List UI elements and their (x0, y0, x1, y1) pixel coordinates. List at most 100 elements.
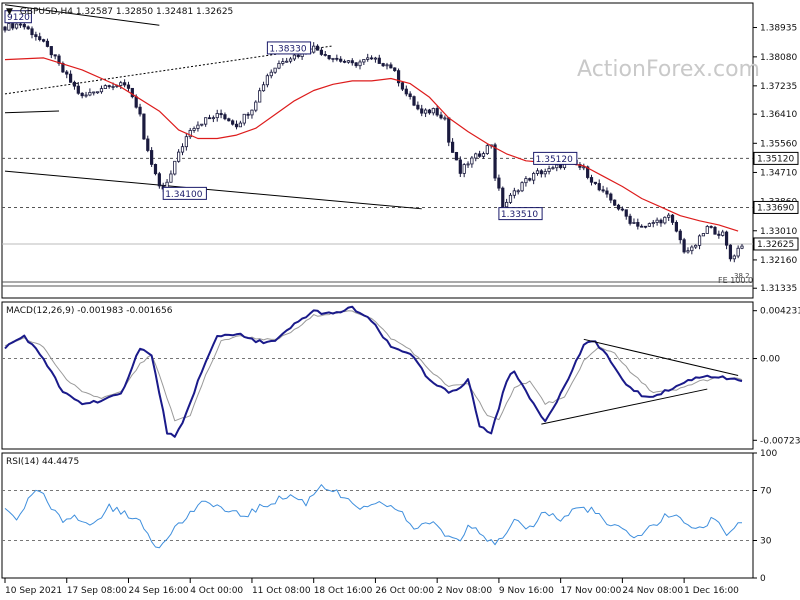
candle-body (204, 117, 208, 125)
candle-body (555, 164, 559, 169)
candle (173, 160, 177, 176)
candle (319, 47, 324, 56)
candle (107, 84, 111, 89)
candle (547, 165, 551, 175)
annotation-box (533, 151, 578, 165)
candle-body (138, 106, 142, 115)
candle-body (111, 85, 115, 88)
candle-body (45, 40, 50, 47)
candle (68, 70, 73, 83)
candle-body (238, 122, 242, 128)
candle-body (601, 189, 605, 192)
candle (485, 143, 489, 155)
candle-body (439, 114, 443, 119)
candle-body (169, 173, 173, 183)
candle (339, 56, 343, 63)
candle-body (107, 85, 111, 88)
candle (670, 213, 675, 225)
candle-body (26, 26, 30, 30)
candle (242, 113, 246, 126)
rsi-y-tick-label: 100 (760, 449, 777, 459)
candle (34, 31, 38, 41)
candle-body (123, 82, 127, 86)
candle-body (543, 171, 547, 175)
candle-body (76, 85, 80, 94)
rsi-panel-frame (1, 452, 754, 579)
candle-body (92, 91, 96, 94)
candle-body (659, 219, 663, 224)
candle (690, 245, 694, 255)
annotation-box (498, 207, 543, 221)
candle (605, 187, 609, 198)
candle-body (177, 151, 181, 162)
x-tick-label: 1 Dec 16:00 (684, 586, 739, 596)
candle-body (501, 187, 505, 208)
candle (655, 217, 659, 226)
candle-body (728, 244, 733, 260)
candle (57, 53, 61, 66)
candle (532, 171, 536, 185)
candle-body (396, 70, 401, 84)
candle-body (420, 108, 424, 114)
candle (184, 132, 188, 151)
ma-line (4, 57, 739, 232)
candle (381, 62, 385, 67)
candle-body (219, 113, 223, 116)
candle-body (192, 128, 196, 131)
candle-body (404, 88, 408, 95)
candle-body (331, 57, 335, 60)
candle (524, 176, 528, 187)
candle-body (582, 166, 586, 169)
rsi-y-tick-label: 30 (760, 537, 772, 547)
candle (400, 81, 405, 91)
candle-body (134, 96, 138, 108)
candle-body (99, 88, 104, 93)
candle-body (242, 113, 246, 124)
candle (721, 229, 725, 237)
candle-body (686, 250, 690, 253)
price-panel: ActionForex.com 9120 1.38330 1.34100 1.3351… (1, 2, 799, 299)
candle-body (153, 164, 158, 175)
candle (493, 142, 497, 181)
candle-body (694, 244, 698, 248)
candle (501, 186, 505, 211)
candle (412, 95, 416, 107)
time-x-axis: 10 Sep 2021 17 Sep 08:00 24 Sep 16:00 4 Oct… (4, 578, 739, 596)
candle (346, 60, 351, 64)
candle (80, 92, 84, 99)
candle (76, 82, 80, 95)
candle (84, 91, 88, 98)
candle (717, 230, 721, 239)
y-tick-label: 1.33010 (760, 227, 797, 237)
candle-body (258, 90, 262, 103)
annotation-label: 1.33510 (501, 210, 538, 220)
candle (481, 151, 486, 159)
candle-body (312, 45, 316, 53)
macd-y-tick-label: 0.00 (760, 355, 780, 365)
rsi-y-tick-label: 0 (760, 574, 766, 584)
candle-body (539, 170, 543, 175)
last-price-tag-box (753, 237, 799, 251)
candle-body (38, 36, 42, 41)
candle-body (682, 239, 686, 253)
candle (285, 57, 289, 63)
candle-body (200, 123, 204, 126)
candle-body (485, 145, 489, 154)
candle-body (277, 63, 281, 69)
candle-body (142, 113, 146, 140)
candle-body (451, 141, 455, 153)
candle-body (528, 178, 532, 181)
candle-body (3, 26, 7, 31)
candle-body (609, 193, 613, 201)
candle-body (636, 222, 640, 227)
candle (53, 54, 57, 60)
price-annotations: 9120 1.38330 1.34100 1.33510 1.35120 (4, 10, 578, 221)
candle-body (423, 109, 428, 114)
macd-title: MACD(12,26,9) -0.001983 -0.001656 (6, 306, 173, 316)
candle (250, 109, 254, 119)
candle (393, 67, 397, 72)
candle-body (223, 114, 227, 120)
candle (647, 222, 651, 227)
candle (616, 203, 621, 211)
candle-body (227, 118, 231, 122)
